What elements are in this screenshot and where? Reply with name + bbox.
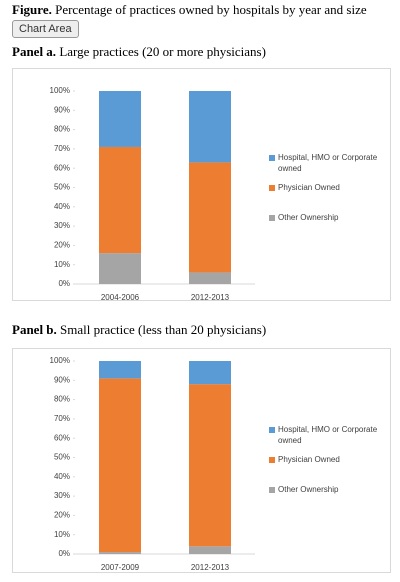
y-tick-label: 60%: [54, 433, 70, 442]
panel-label: Panel a.: [12, 44, 57, 59]
y-tick-label: 100%: [50, 356, 70, 365]
y-tick-label: 30%: [54, 491, 70, 500]
bar-segment: [99, 146, 141, 254]
legend-label: Physician Owned: [278, 183, 340, 192]
legend-swatch: [269, 155, 275, 161]
y-tick-label: 30%: [54, 221, 70, 230]
y-tick-label: 40%: [54, 202, 70, 211]
bar-segment: [189, 162, 231, 273]
y-tick-label: 90%: [54, 105, 70, 114]
panel-title: Large practices (20 or more physicians): [59, 44, 266, 59]
figure-title: Percentage of practices owned by hospita…: [55, 2, 367, 17]
bar-segment: [99, 253, 141, 284]
legend-swatch: [269, 185, 275, 191]
legend-swatch: [269, 487, 275, 493]
bar-segment: [189, 272, 231, 284]
bar-segment: [99, 361, 141, 379]
panel-title: Small practice (less than 20 physicians): [60, 322, 267, 337]
legend-label: Other Ownership: [278, 213, 339, 222]
chart-area-button[interactable]: Chart Area: [12, 20, 79, 38]
bar-segment: [99, 552, 141, 554]
legend-label: Hospital, HMO or Corporate owned: [278, 425, 378, 445]
y-tick-label: 10%: [54, 530, 70, 539]
y-tick-label: 90%: [54, 375, 70, 384]
figure-caption: Figure. Percentage of practices owned by…: [12, 2, 367, 18]
y-tick-label: 20%: [54, 241, 70, 250]
y-tick-label: 50%: [54, 453, 70, 462]
y-tick-label: 20%: [54, 511, 70, 520]
y-tick-label: 70%: [54, 414, 70, 423]
x-tick-label: 2004-2006: [101, 293, 140, 302]
y-tick-label: 0%: [58, 549, 70, 558]
figure-label: Figure.: [12, 2, 52, 17]
legend-swatch: [269, 215, 275, 221]
panel-heading: Panel b. Small practice (less than 20 ph…: [12, 322, 266, 338]
x-tick-label: 2012-2013: [191, 293, 230, 302]
legend-swatch: [269, 427, 275, 433]
y-tick-label: 60%: [54, 163, 70, 172]
legend-swatch: [269, 457, 275, 463]
bar-segment: [189, 546, 231, 554]
bar-segment: [99, 91, 141, 147]
y-tick-label: 50%: [54, 183, 70, 192]
bar-segment: [189, 91, 231, 163]
bar-segment: [189, 361, 231, 385]
y-tick-label: 80%: [54, 395, 70, 404]
x-tick-label: 2007-2009: [101, 563, 140, 572]
panel-label: Panel b.: [12, 322, 57, 337]
legend-label: Physician Owned: [278, 455, 340, 464]
y-tick-label: 40%: [54, 472, 70, 481]
y-tick-label: 80%: [54, 125, 70, 134]
y-tick-label: 10%: [54, 260, 70, 269]
y-tick-label: 70%: [54, 144, 70, 153]
x-tick-label: 2012-2013: [191, 563, 230, 572]
bar-segment: [99, 378, 141, 553]
y-tick-label: 100%: [50, 86, 70, 95]
legend-label: Other Ownership: [278, 485, 339, 494]
y-tick-label: 0%: [58, 279, 70, 288]
legend-label: Hospital, HMO or Corporate owned: [278, 153, 378, 173]
panel-heading: Panel a. Large practices (20 or more phy…: [12, 44, 266, 60]
bar-segment: [189, 384, 231, 547]
